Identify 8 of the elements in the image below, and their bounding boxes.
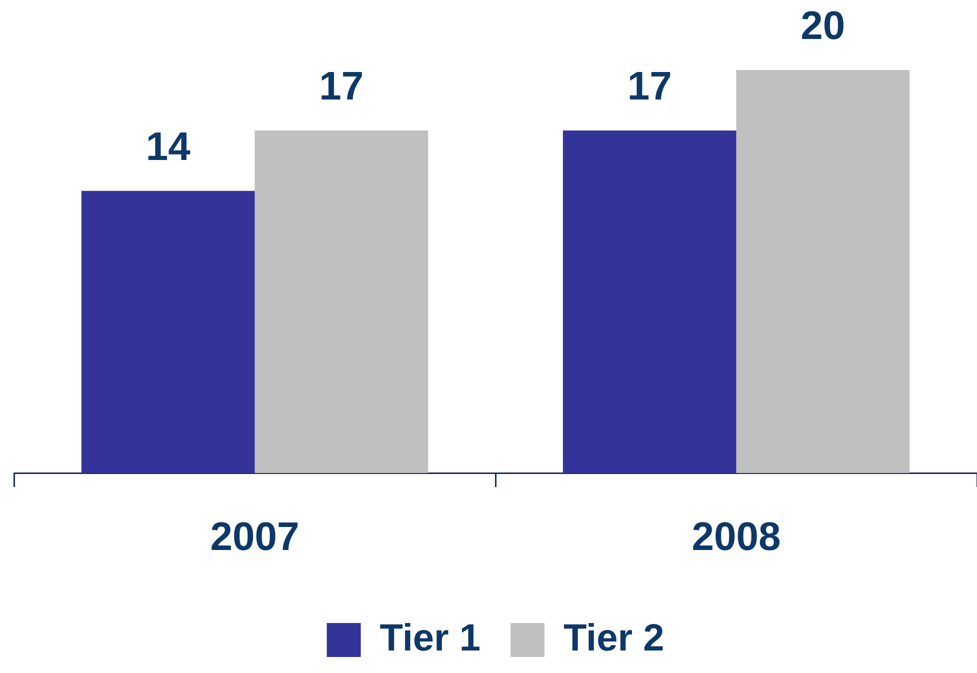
data-label: 14 (146, 124, 192, 169)
legend-label: Tier 2 (564, 617, 664, 660)
data-label: 17 (319, 64, 364, 108)
x-tick-label: 2008 (692, 515, 781, 560)
data-label: 20 (800, 4, 846, 48)
legend-label: Tier 1 (380, 617, 481, 660)
x-tick-label: 2007 (210, 515, 300, 560)
data-label: 17 (627, 64, 672, 108)
